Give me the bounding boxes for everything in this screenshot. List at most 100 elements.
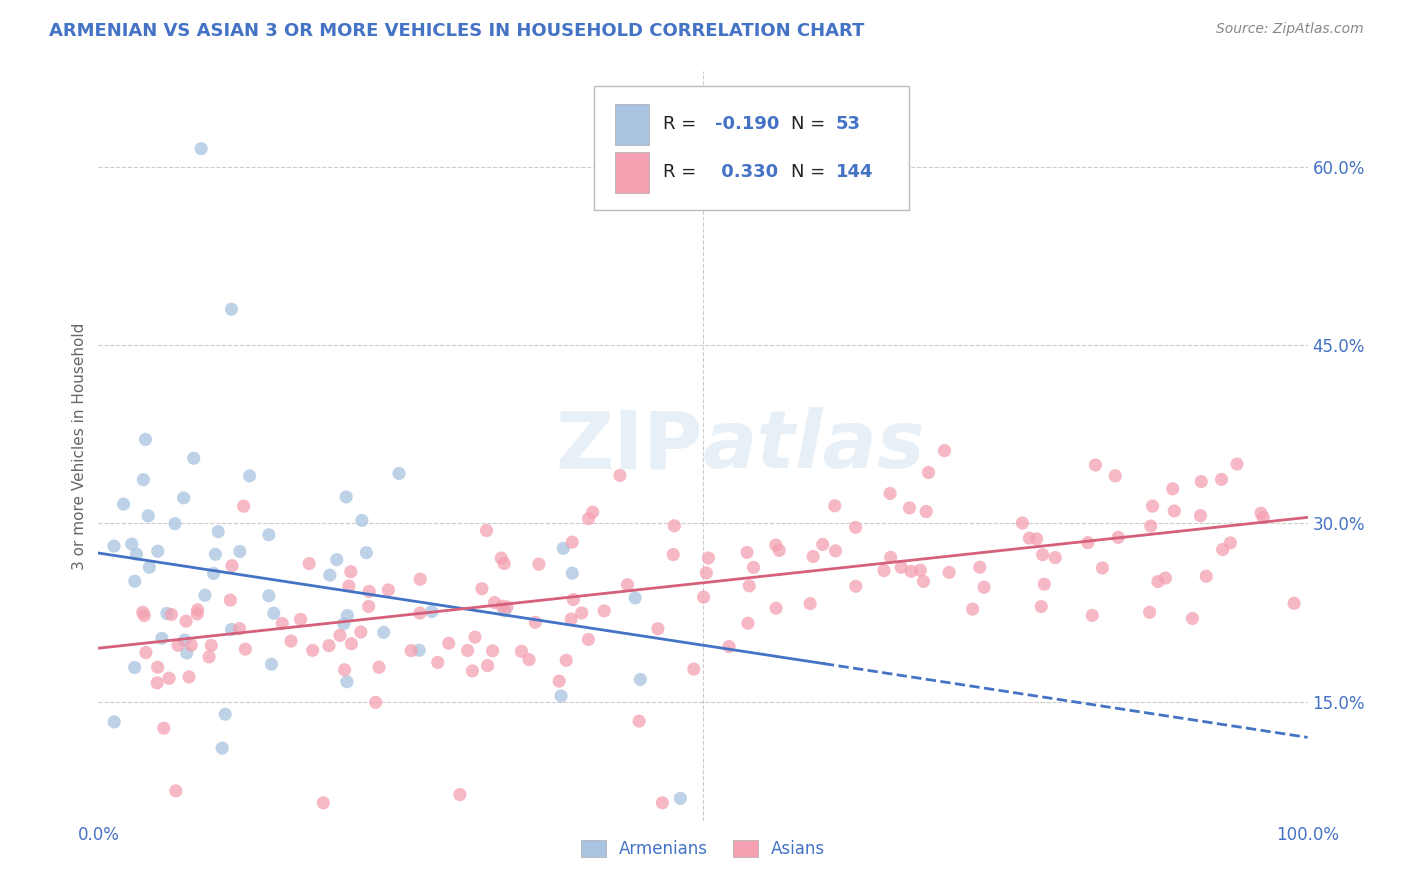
- Point: [357, 599, 380, 614]
- Point: [1032, 548, 1054, 562]
- Point: [571, 606, 593, 620]
- Point: [496, 599, 519, 614]
- Point: [420, 605, 443, 619]
- Point: [150, 632, 173, 646]
- Point: [298, 557, 321, 571]
- Point: [737, 616, 759, 631]
- Point: [132, 473, 155, 487]
- Point: [718, 640, 741, 654]
- Point: [187, 603, 209, 617]
- Point: [221, 302, 243, 317]
- Point: [561, 566, 583, 581]
- Point: [134, 608, 156, 623]
- Point: [409, 572, 432, 586]
- Text: Source: ZipAtlas.com: Source: ZipAtlas.com: [1216, 22, 1364, 37]
- Point: [163, 516, 186, 531]
- Point: [548, 674, 571, 689]
- Point: [124, 660, 146, 674]
- Point: [1147, 574, 1170, 589]
- Point: [329, 628, 352, 642]
- Point: [628, 673, 651, 687]
- Point: [647, 622, 669, 636]
- Point: [221, 558, 243, 573]
- Point: [1219, 536, 1241, 550]
- FancyBboxPatch shape: [614, 103, 648, 145]
- Point: [560, 612, 582, 626]
- Point: [121, 537, 143, 551]
- Point: [1163, 504, 1185, 518]
- Point: [1212, 542, 1234, 557]
- Point: [494, 604, 516, 618]
- FancyBboxPatch shape: [614, 152, 648, 193]
- Text: N =: N =: [792, 162, 825, 181]
- Point: [125, 547, 148, 561]
- Point: [1139, 605, 1161, 619]
- Point: [801, 549, 824, 564]
- Point: [917, 466, 939, 480]
- Point: [1018, 531, 1040, 545]
- Point: [555, 653, 578, 667]
- Point: [157, 671, 180, 685]
- Point: [692, 590, 714, 604]
- Text: ZIP: ZIP: [555, 407, 703, 485]
- Point: [1033, 577, 1056, 591]
- Point: [337, 579, 360, 593]
- Point: [359, 584, 381, 599]
- Point: [112, 497, 135, 511]
- Point: [879, 486, 901, 500]
- Point: [200, 639, 222, 653]
- Point: [257, 589, 280, 603]
- Point: [239, 468, 262, 483]
- Point: [890, 560, 912, 574]
- Point: [1107, 530, 1129, 544]
- Point: [319, 568, 342, 582]
- Point: [845, 579, 868, 593]
- Point: [228, 622, 250, 636]
- Point: [176, 646, 198, 660]
- Point: [962, 602, 984, 616]
- Point: [1181, 611, 1204, 625]
- Point: [340, 565, 363, 579]
- Point: [1282, 596, 1305, 610]
- Point: [553, 541, 575, 556]
- Point: [969, 560, 991, 574]
- Point: [356, 546, 378, 560]
- Point: [581, 505, 603, 519]
- Point: [576, 632, 599, 647]
- Point: [194, 588, 217, 602]
- Point: [290, 612, 312, 626]
- Point: [682, 662, 704, 676]
- Point: [232, 499, 254, 513]
- Point: [173, 633, 195, 648]
- Point: [873, 564, 896, 578]
- Point: [335, 490, 357, 504]
- Point: [669, 791, 692, 805]
- Point: [156, 607, 179, 621]
- Point: [134, 433, 156, 447]
- Point: [388, 467, 411, 481]
- Point: [1211, 472, 1233, 486]
- Point: [517, 653, 540, 667]
- Point: [1104, 468, 1126, 483]
- Point: [173, 491, 195, 505]
- Point: [373, 625, 395, 640]
- Text: 0.330: 0.330: [716, 162, 778, 181]
- Point: [103, 539, 125, 553]
- Point: [103, 714, 125, 729]
- Point: [879, 550, 901, 565]
- Point: [799, 597, 821, 611]
- Point: [481, 644, 503, 658]
- Point: [235, 642, 257, 657]
- Point: [510, 644, 533, 658]
- Point: [900, 565, 922, 579]
- Point: [183, 451, 205, 466]
- Point: [257, 528, 280, 542]
- Point: [1189, 508, 1212, 523]
- Point: [938, 566, 960, 580]
- Point: [229, 544, 252, 558]
- Point: [124, 574, 146, 589]
- Point: [368, 660, 391, 674]
- Point: [409, 606, 432, 620]
- Text: R =: R =: [664, 115, 696, 133]
- Point: [263, 607, 285, 621]
